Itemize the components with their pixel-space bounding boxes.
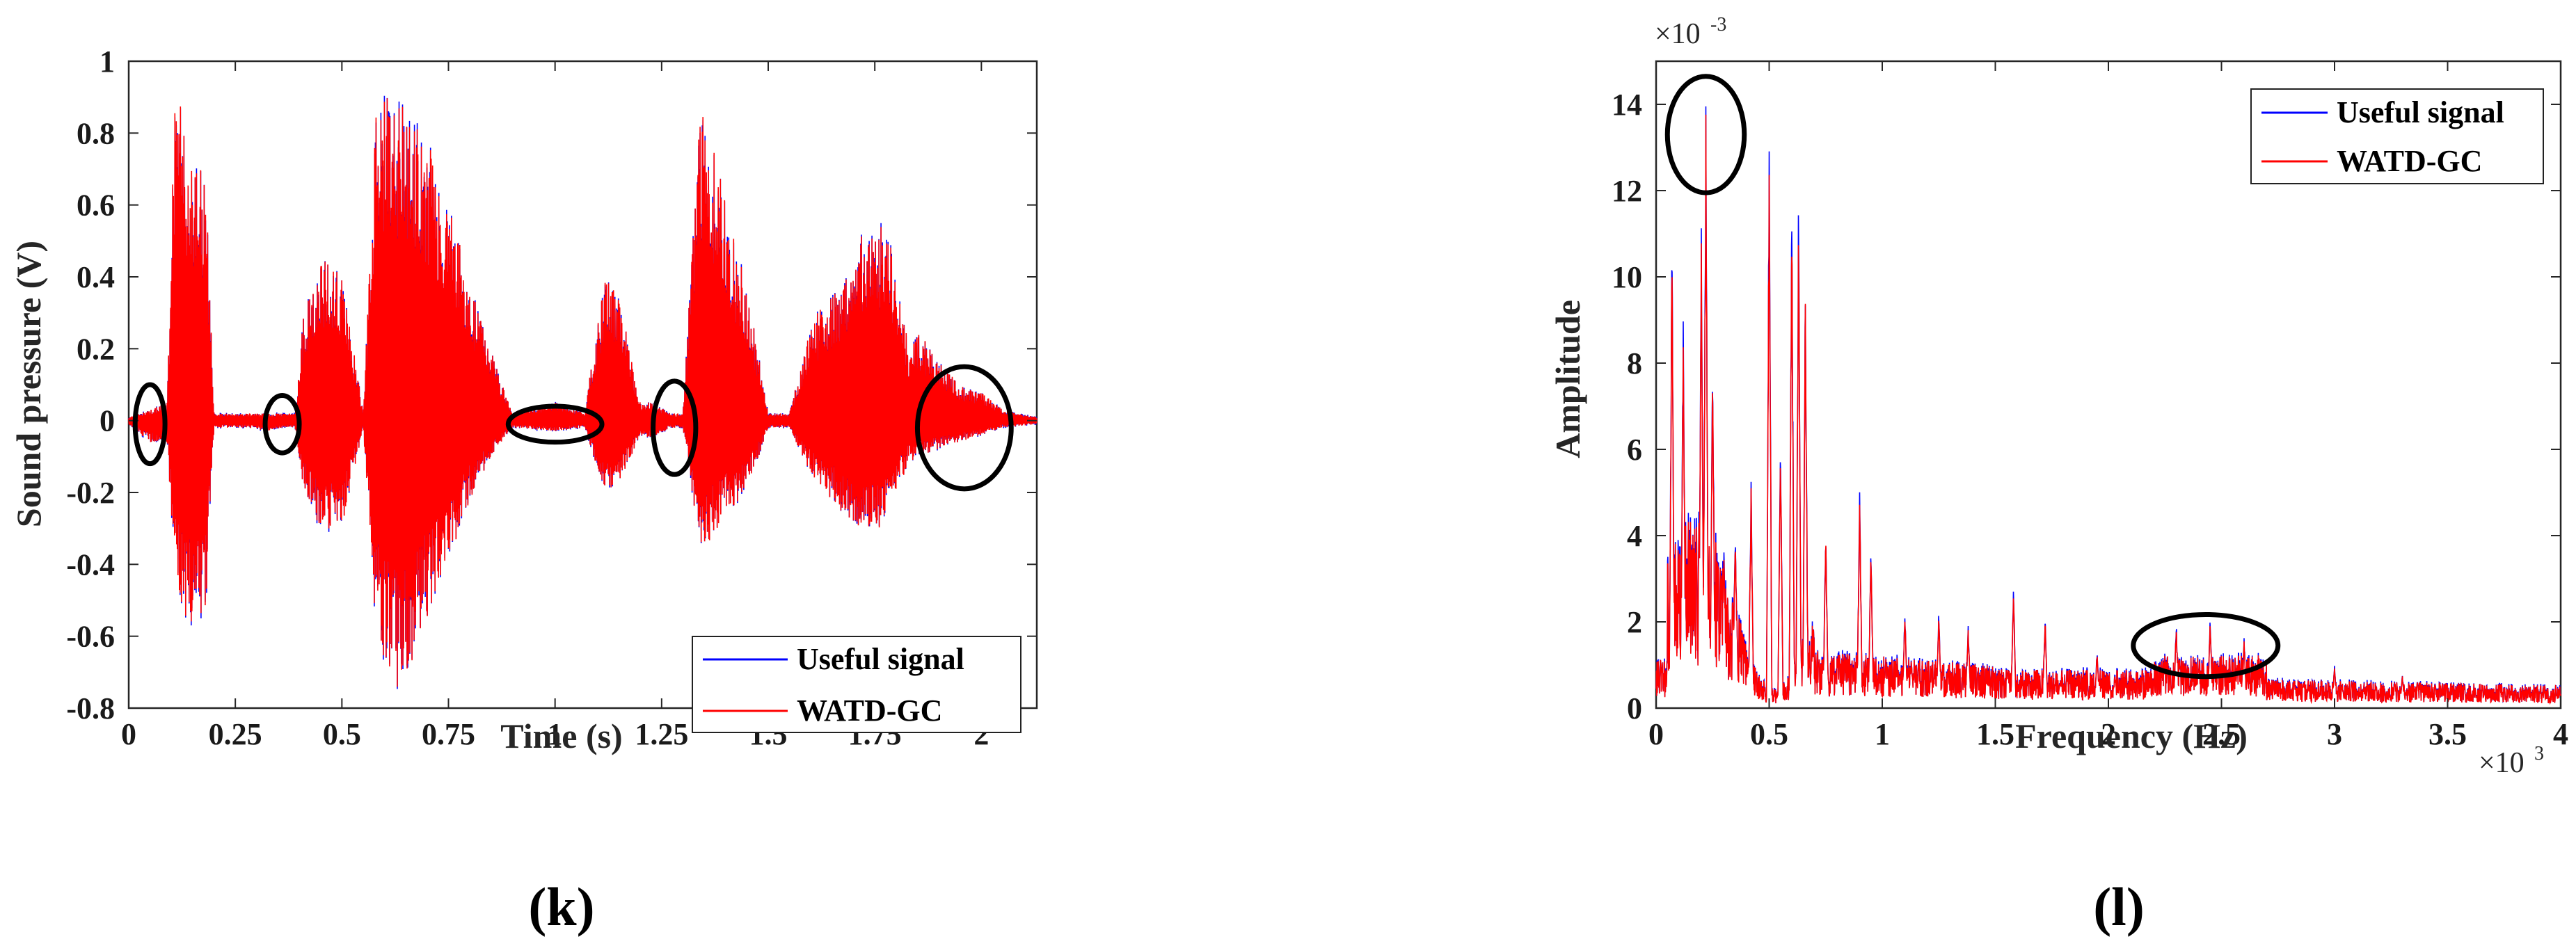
l-y-multiplier-exp: -3 <box>1710 14 1726 35</box>
l-xtick-label: 0.5 <box>1750 717 1788 751</box>
k-annotation-ellipse <box>132 382 168 467</box>
l-legend-label-useful: Useful signal <box>2337 95 2504 129</box>
k-ytick-label: 1 <box>100 45 115 79</box>
k-ytick-label: -0.6 <box>66 620 115 654</box>
l-legend: Useful signal WATD-GC <box>2250 88 2544 184</box>
l-x-multiplier-base: ×10 <box>2479 747 2525 779</box>
k-annotation-ellipse <box>651 378 699 477</box>
l-ytick-label: 12 <box>1612 174 1642 208</box>
l-annotations <box>1664 74 2281 680</box>
l-ylabel: Amplitude <box>1548 300 1587 458</box>
k-annotations <box>132 364 1014 492</box>
l-annotation-ellipse <box>2131 611 2281 680</box>
k-ytick-label: -0.8 <box>66 691 115 725</box>
l-ytick-label: 10 <box>1612 260 1642 294</box>
l-ytick-label: 14 <box>1612 88 1642 122</box>
l-ytick-label: 6 <box>1627 433 1642 467</box>
l-xtick-label: 1 <box>1875 717 1890 751</box>
l-xtick-label: 3.5 <box>2428 717 2467 751</box>
k-ytick-label: 0 <box>100 404 115 438</box>
k-xtick-label: 1.25 <box>635 717 688 751</box>
l-caption: (l) <box>2093 876 2145 937</box>
l-xtick-label: 0 <box>1648 717 1664 751</box>
l-xtick-label: 2 <box>2101 717 2116 751</box>
panel-l: 0 0.5 1 1.5 2 2.5 3 3.5 4 0 2 4 6 8 10 12 14 Frequency (… <box>1548 14 2568 937</box>
l-ytick-label: 8 <box>1627 346 1642 380</box>
l-spectrum <box>1655 106 2561 705</box>
k-xtick-label: 0.25 <box>209 717 262 751</box>
l-xlabel: Frequency (Hz) <box>2015 716 2248 755</box>
l-ticks: 0 0.5 1 1.5 2 2.5 3 3.5 4 0 2 4 6 8 10 12 14 <box>1612 61 2568 751</box>
l-ytick-label: 2 <box>1627 605 1642 639</box>
l-ytick-label: 4 <box>1627 519 1642 553</box>
l-xtick-label: 4 <box>2553 717 2568 751</box>
l-ytick-label: 0 <box>1627 691 1642 725</box>
k-xtick-label: 1 <box>548 717 563 751</box>
k-xtick-label: 0 <box>121 717 136 751</box>
l-xtick-label: 2.5 <box>2202 717 2241 751</box>
k-xtick-label: 0.5 <box>323 717 361 751</box>
l-x-multiplier: ×10 3 <box>2479 743 2544 779</box>
k-xlabel: Time (s) <box>500 716 622 755</box>
k-ytick-label: -0.2 <box>66 476 115 510</box>
k-ytick-label: 0.6 <box>77 189 115 223</box>
l-xtick-label: 1.5 <box>1976 717 2014 751</box>
l-y-multiplier-base: ×10 <box>1655 18 1701 50</box>
k-ytick-label: 0.2 <box>77 332 115 366</box>
l-xtick-label: 3 <box>2327 717 2342 751</box>
k-xtick-label: 0.75 <box>422 717 475 751</box>
k-caption: (k) <box>528 876 594 937</box>
l-x-multiplier-exp: 3 <box>2534 743 2544 764</box>
k-legend-label-useful: Useful signal <box>797 642 964 676</box>
k-ytick-label: -0.4 <box>66 547 115 582</box>
k-annotation-ellipse <box>505 403 605 445</box>
k-annotation-ellipse <box>914 364 1014 492</box>
k-series-watd-gc <box>128 98 1037 687</box>
k-legend: Useful signal WATD-GC <box>692 636 1021 733</box>
l-annotation-ellipse <box>1664 74 1747 195</box>
k-legend-label-watd: WATD-GC <box>797 694 942 728</box>
k-annotation-ellipse <box>262 393 302 456</box>
k-ylabel: Sound pressure (V) <box>9 241 48 527</box>
l-legend-label-watd: WATD-GC <box>2337 144 2482 178</box>
k-ytick-label: 0.4 <box>77 260 115 294</box>
l-series-watd-gc <box>1655 114 2561 705</box>
k-waveform <box>128 95 1037 689</box>
k-ytick-label: 0.8 <box>77 116 115 150</box>
panel-k: 0 0.25 0.5 0.75 1 1.25 1.5 1.75 2-0.8-0.6-0.4-0.… <box>9 45 1038 937</box>
l-y-multiplier: ×10 -3 <box>1655 14 1726 50</box>
